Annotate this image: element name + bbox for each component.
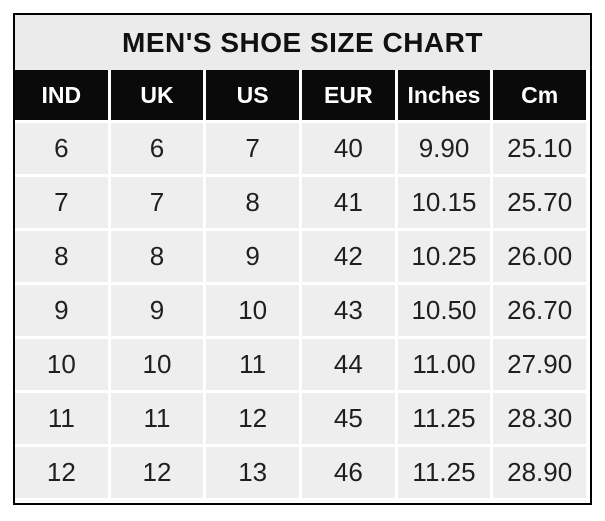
table-cell: 12 [206, 393, 299, 444]
table-cell: 41 [301, 177, 395, 228]
column-header-ind: IND [15, 70, 108, 120]
chart-title: MEN'S SHOE SIZE CHART [15, 15, 590, 70]
column-header-uk: UK [110, 70, 204, 120]
table-cell: 43 [301, 285, 395, 336]
table-cell: 9 [110, 285, 204, 336]
table-cell: 7 [15, 177, 108, 228]
table-cell: 44 [301, 339, 395, 390]
table-cell: 40 [301, 123, 395, 174]
table-cell: 10.50 [397, 285, 491, 336]
size-table: IND UK US EUR Inches Cm 6 6 7 40 9.90 25.10 7 7 8 41 10.… [15, 70, 590, 503]
table-cell: 10 [110, 339, 204, 390]
table-cell: 9.90 [397, 123, 491, 174]
table-cell: 7 [110, 177, 204, 228]
table-cell: 8 [206, 177, 299, 228]
table-cell: 45 [301, 393, 395, 444]
table-cell: 9 [206, 231, 299, 282]
table-cell: 11 [110, 393, 204, 444]
table-cell: 8 [110, 231, 204, 282]
table-cell: 12 [110, 447, 204, 498]
table-cell: 9 [15, 285, 108, 336]
table-cell: 13 [206, 447, 299, 498]
table-cell: 25.10 [493, 123, 586, 174]
column-header-inches: Inches [397, 70, 491, 120]
shoe-size-chart: MEN'S SHOE SIZE CHART IND UK US EUR Inches Cm… [13, 13, 592, 505]
column-header-us: US [206, 70, 299, 120]
table-cell: 11.25 [397, 393, 491, 444]
table-cell: 10.25 [397, 231, 491, 282]
table-cell: 28.90 [493, 447, 586, 498]
table-cell: 7 [206, 123, 299, 174]
table-cell: 6 [15, 123, 108, 174]
table-cell: 26.00 [493, 231, 586, 282]
table-cell: 11 [206, 339, 299, 390]
table-cell: 12 [15, 447, 108, 498]
column-header-eur: EUR [301, 70, 395, 120]
table-cell: 25.70 [493, 177, 586, 228]
table-cell: 10 [15, 339, 108, 390]
table-cell: 10.15 [397, 177, 491, 228]
table-cell: 6 [110, 123, 204, 174]
table-cell: 46 [301, 447, 395, 498]
table-cell: 28.30 [493, 393, 586, 444]
table-cell: 11.00 [397, 339, 491, 390]
column-header-cm: Cm [493, 70, 586, 120]
table-cell: 27.90 [493, 339, 586, 390]
table-cell: 11 [15, 393, 108, 444]
table-cell: 11.25 [397, 447, 491, 498]
table-cell: 8 [15, 231, 108, 282]
table-cell: 42 [301, 231, 395, 282]
table-cell: 26.70 [493, 285, 586, 336]
table-cell: 10 [206, 285, 299, 336]
